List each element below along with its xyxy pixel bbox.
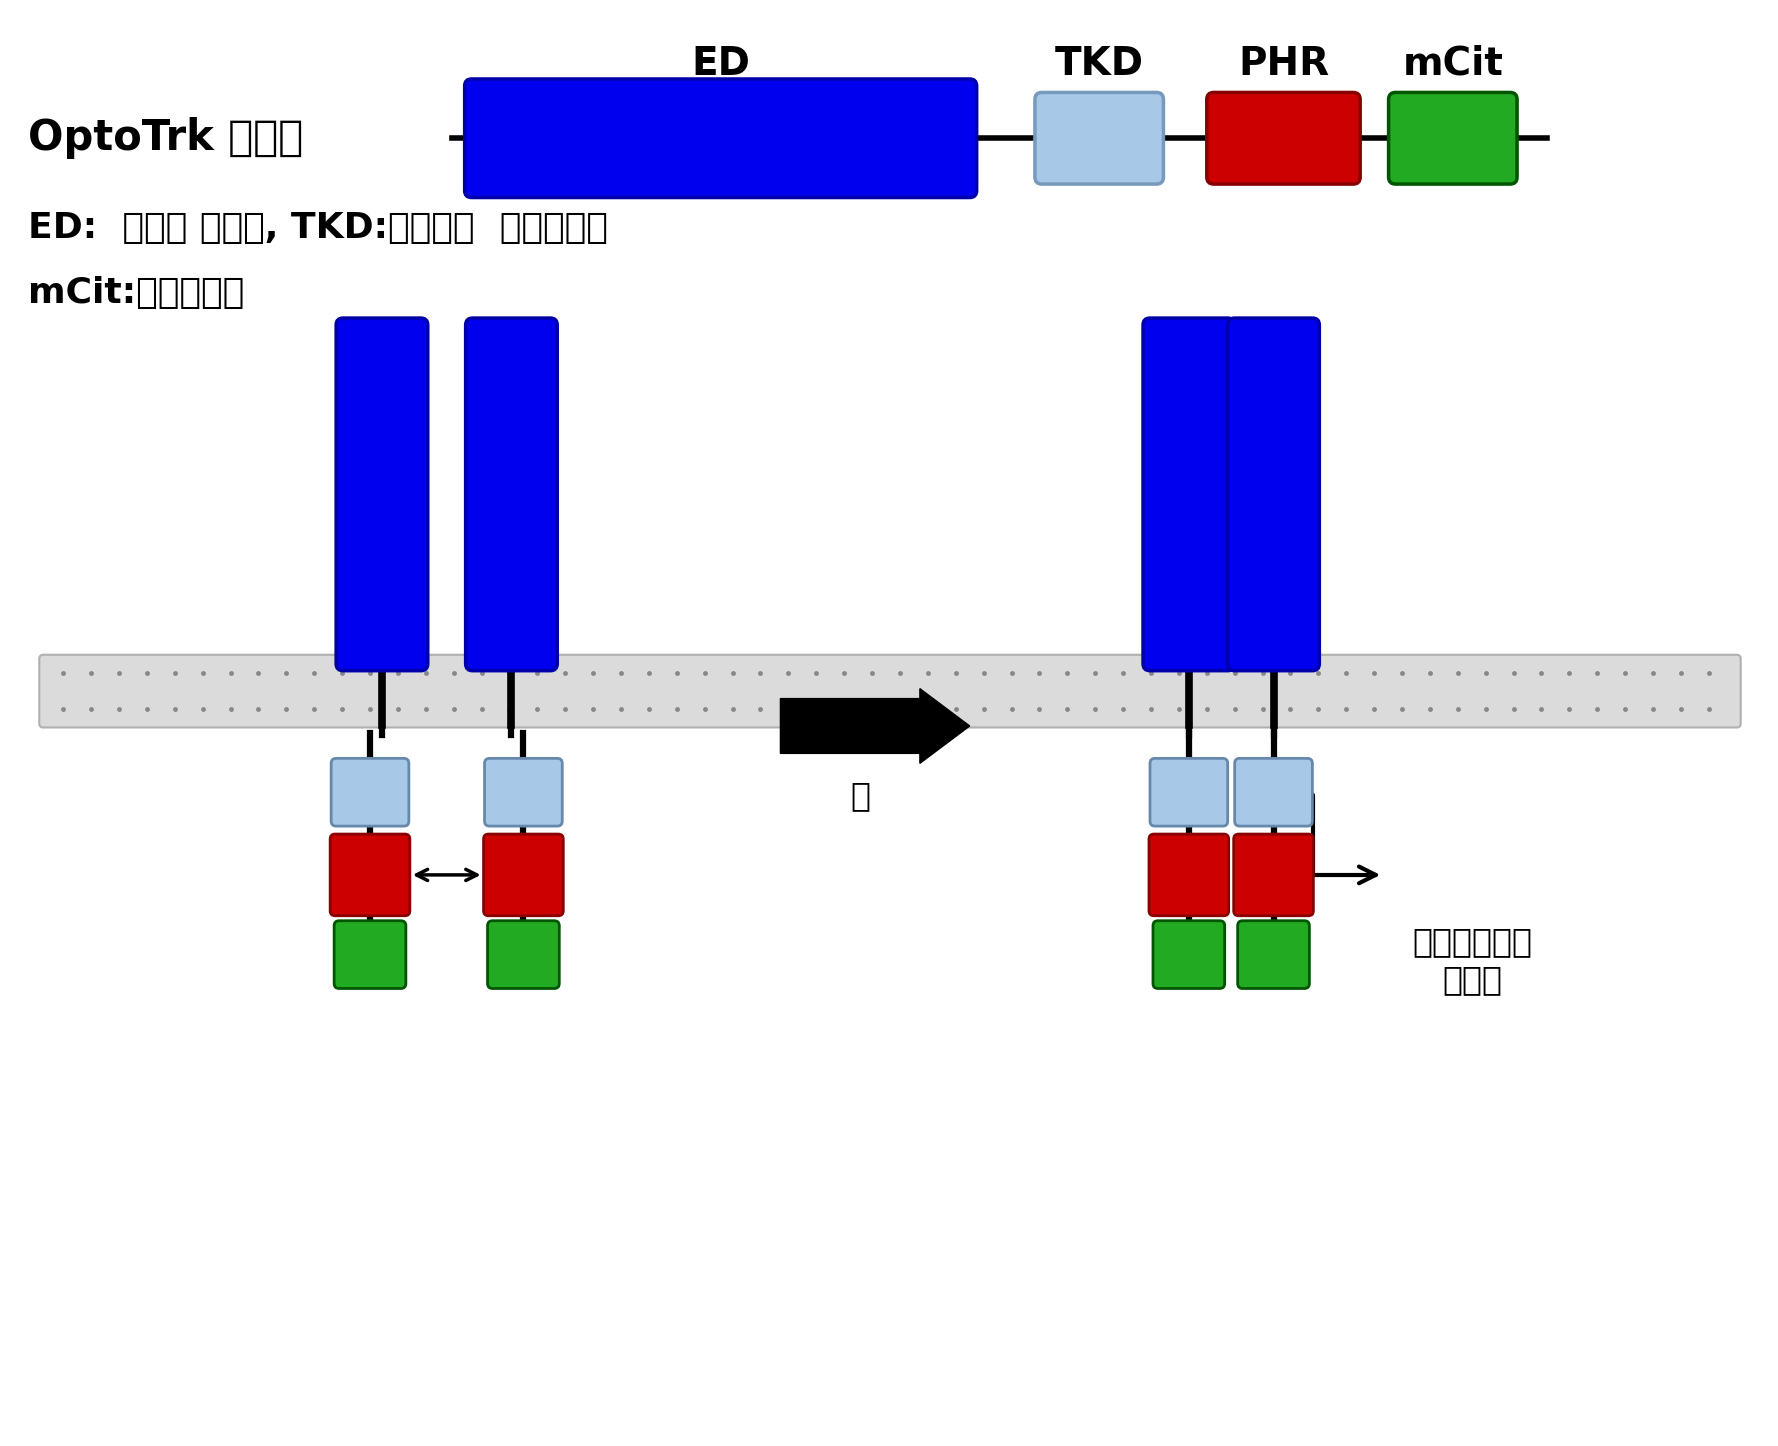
FancyBboxPatch shape: [334, 921, 405, 989]
FancyArrow shape: [781, 688, 969, 763]
FancyBboxPatch shape: [484, 834, 564, 915]
FancyBboxPatch shape: [464, 80, 976, 198]
FancyBboxPatch shape: [1237, 921, 1309, 989]
Text: PHR: PHR: [1237, 45, 1328, 82]
FancyBboxPatch shape: [1035, 93, 1163, 184]
Text: mCit: mCit: [1403, 45, 1502, 82]
FancyBboxPatch shape: [1389, 93, 1517, 184]
FancyBboxPatch shape: [1152, 921, 1225, 989]
FancyBboxPatch shape: [1150, 758, 1227, 826]
FancyBboxPatch shape: [485, 758, 562, 826]
FancyBboxPatch shape: [336, 318, 428, 671]
Text: ED: ED: [692, 45, 750, 82]
FancyBboxPatch shape: [39, 655, 1741, 727]
FancyBboxPatch shape: [487, 921, 560, 989]
Text: 빛: 빛: [850, 779, 869, 813]
FancyBboxPatch shape: [331, 758, 409, 826]
FancyBboxPatch shape: [1149, 834, 1229, 915]
Text: ED:  세포밖 도메인, TKD:타이로신  인산화효소: ED: 세포밖 도메인, TKD:타이로신 인산화효소: [28, 211, 608, 244]
Text: mCit:형광단백질: mCit:형광단백질: [28, 276, 245, 309]
Text: OptoTrk 수용체: OptoTrk 수용체: [28, 117, 304, 159]
FancyBboxPatch shape: [1207, 93, 1360, 184]
FancyBboxPatch shape: [1227, 318, 1319, 671]
FancyBboxPatch shape: [1143, 318, 1234, 671]
Text: TKD: TKD: [1054, 45, 1143, 82]
Text: 신호전달과정
활성화: 신호전달과정 활성화: [1414, 925, 1533, 996]
FancyBboxPatch shape: [1234, 758, 1312, 826]
FancyBboxPatch shape: [466, 318, 557, 671]
FancyBboxPatch shape: [331, 834, 411, 915]
FancyBboxPatch shape: [1234, 834, 1314, 915]
